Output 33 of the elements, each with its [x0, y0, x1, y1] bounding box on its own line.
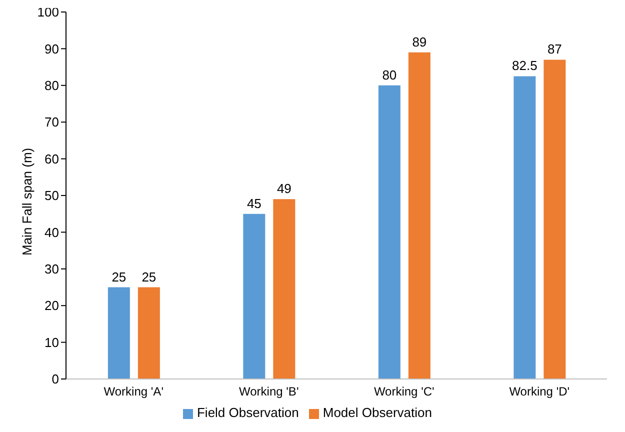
- legend-label: Model Observation: [322, 405, 432, 420]
- data-label: 80: [382, 67, 397, 82]
- y-tick-label: 50: [44, 188, 59, 204]
- bar: [243, 214, 266, 379]
- bar: [408, 52, 430, 379]
- y-tick-label: 10: [44, 334, 59, 350]
- y-tick-label: 30: [44, 262, 59, 277]
- y-tick-label: 20: [44, 298, 59, 314]
- y-tick-label: 70: [44, 114, 59, 130]
- y-axis-title: Main Fall span (m): [20, 148, 35, 256]
- data-label: 25: [142, 269, 156, 284]
- bar: [514, 76, 536, 379]
- data-label: 49: [276, 181, 292, 196]
- bar: [544, 60, 566, 379]
- x-tick-label: Working 'D': [509, 384, 570, 399]
- data-label: 89: [412, 34, 427, 50]
- y-tick-label: 60: [44, 151, 59, 166]
- bar: [378, 85, 400, 379]
- y-tick-label: 90: [44, 41, 59, 56]
- data-label: 82.5: [512, 58, 538, 74]
- bar: [273, 199, 296, 379]
- y-tick-label: 40: [44, 224, 59, 240]
- x-tick-label: Working 'A': [104, 384, 164, 399]
- x-tick-label: Working 'C': [374, 384, 434, 399]
- data-label: 45: [246, 196, 262, 211]
- y-tick-label: 0: [52, 372, 59, 387]
- bar: [138, 287, 160, 379]
- data-label: 25: [112, 269, 126, 284]
- data-label: 87: [547, 42, 562, 57]
- bar: [108, 287, 130, 379]
- legend-label: Field Observation: [196, 405, 299, 420]
- x-tick-label: Working 'B': [239, 384, 299, 399]
- y-tick-label: 80: [44, 78, 59, 94]
